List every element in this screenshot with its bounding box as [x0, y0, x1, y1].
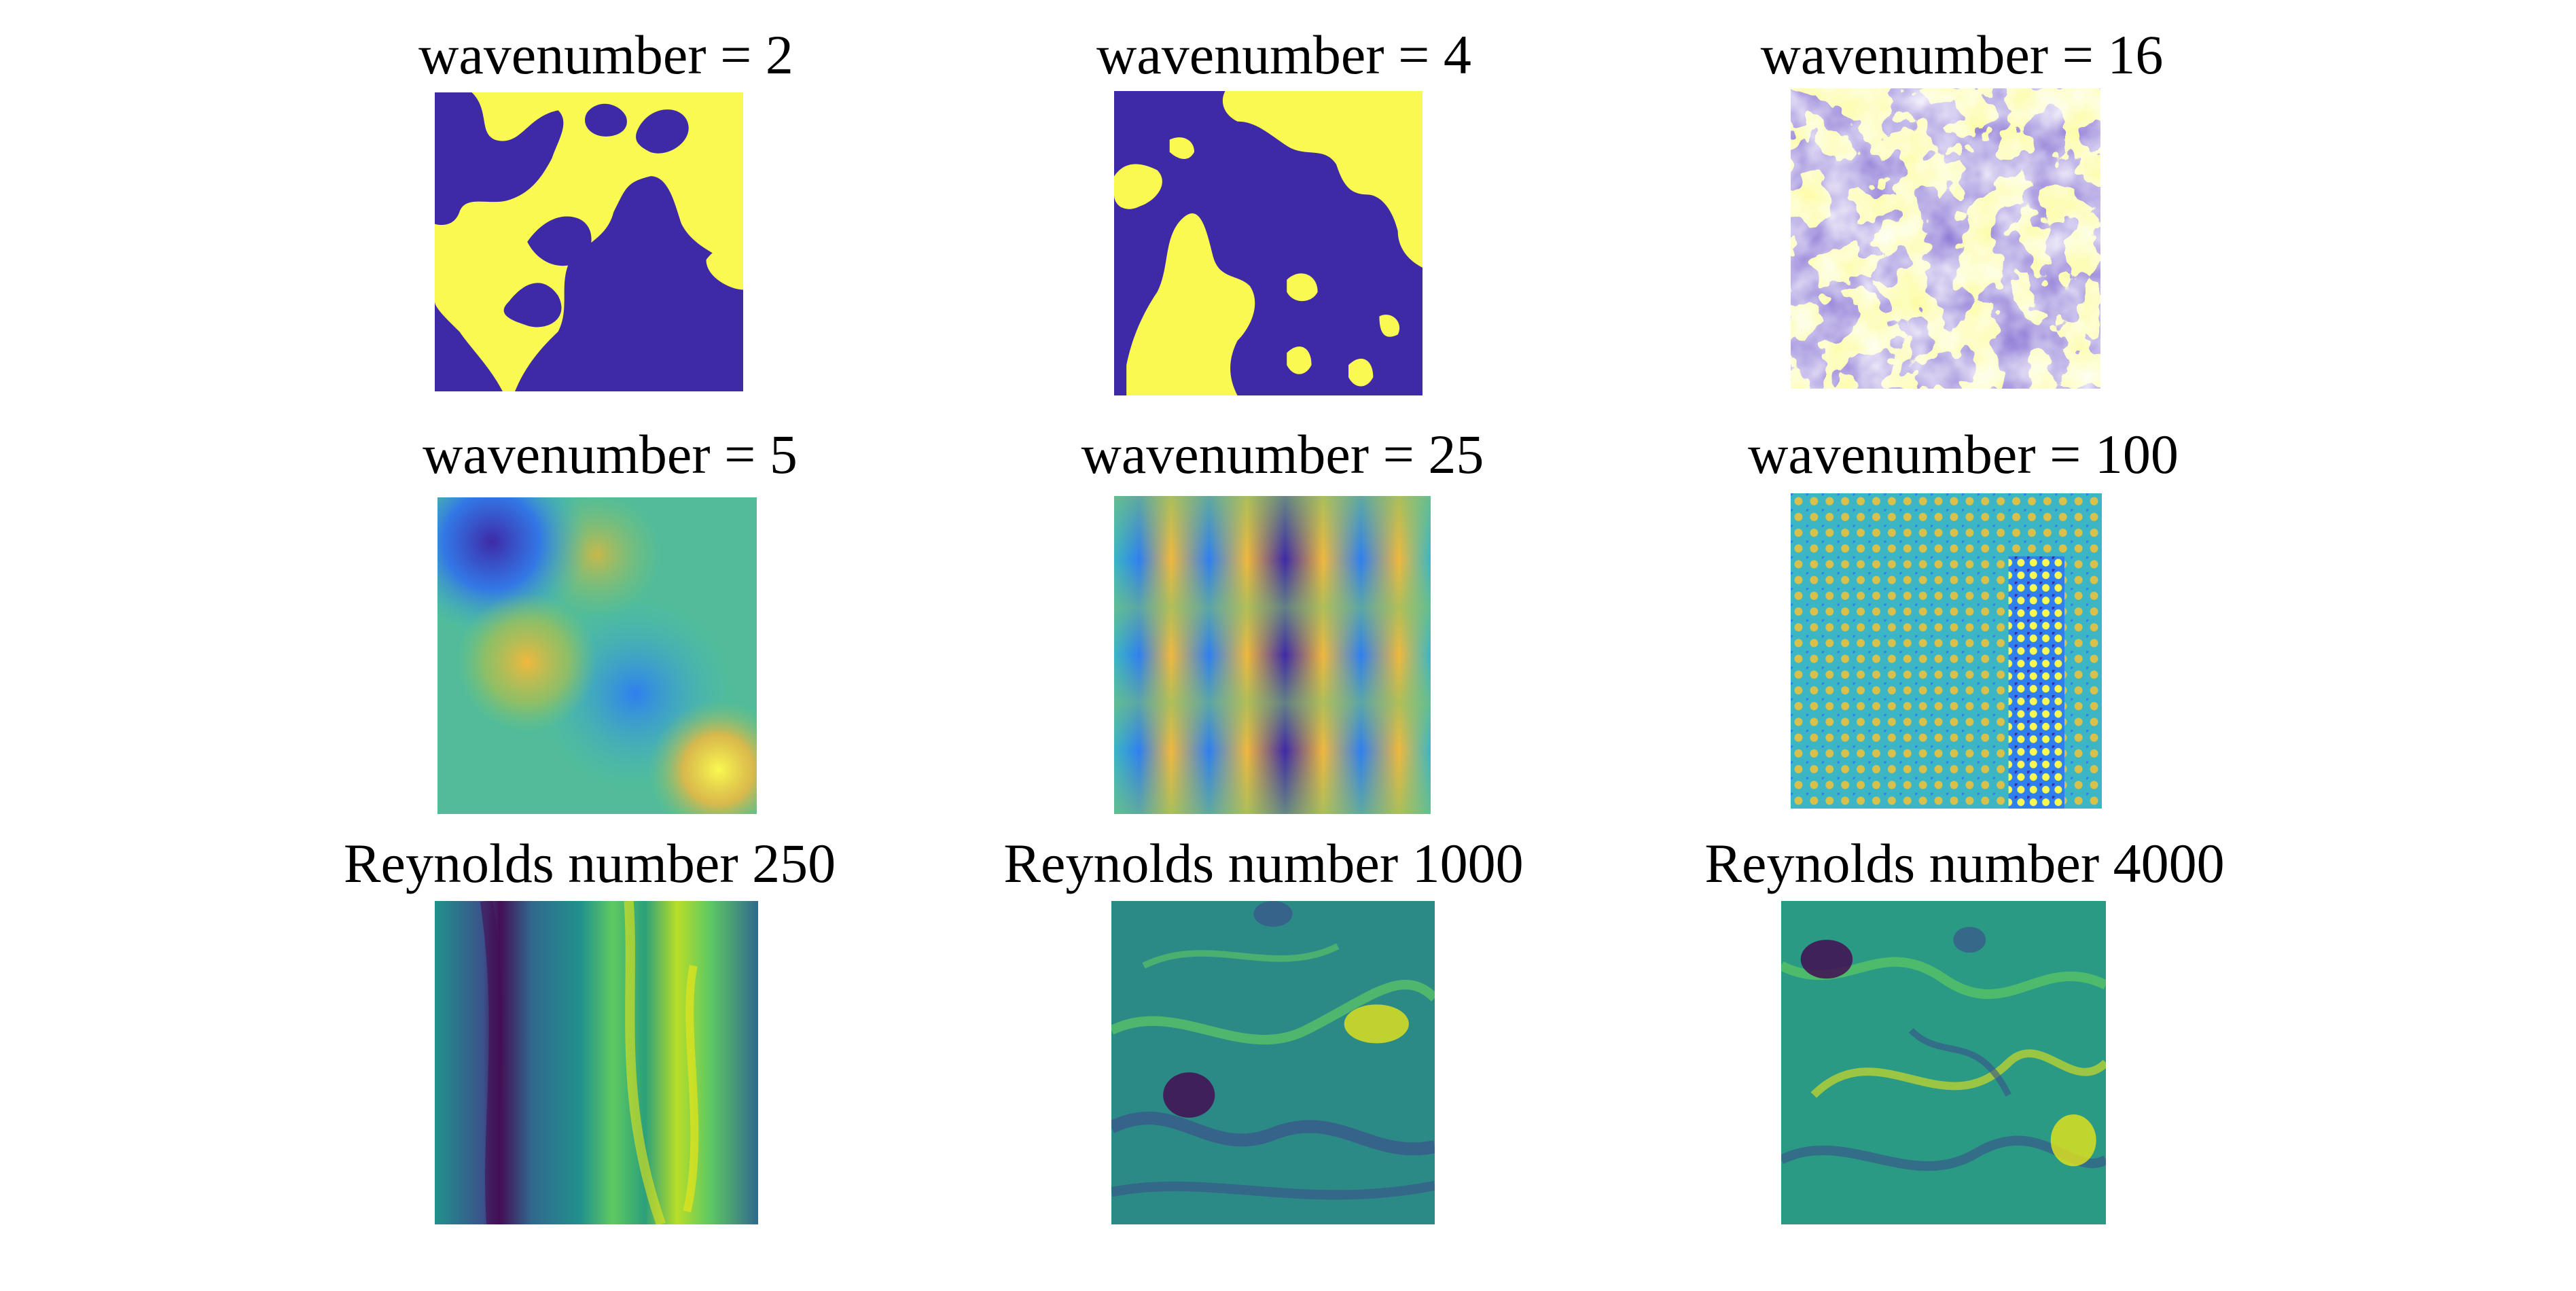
panel-title: wavenumber = 5: [423, 423, 798, 485]
binary-field-image: [435, 92, 743, 391]
panel-title: Reynolds number 1000: [1003, 832, 1524, 894]
binary-field-image: [1114, 91, 1423, 395]
panel-title: wavenumber = 16: [1760, 24, 2164, 86]
panel-title: Reynolds number 250: [343, 832, 836, 894]
vorticity-field-image: [1781, 901, 2106, 1224]
field-heatmap-image: [437, 497, 757, 814]
panel-title: wavenumber = 2: [418, 24, 793, 86]
vorticity-field-image: [1111, 901, 1435, 1224]
panel-title: wavenumber = 4: [1096, 24, 1471, 86]
binary-field-image: [1791, 88, 2100, 389]
field-heatmap-image: [1114, 496, 1431, 814]
panel-title: wavenumber = 100: [1748, 423, 2179, 485]
field-heatmap-image: [1791, 493, 2102, 809]
panel-title: wavenumber = 25: [1081, 423, 1484, 485]
panel-title: Reynolds number 4000: [1704, 832, 2225, 894]
vorticity-field-image: [435, 901, 758, 1224]
